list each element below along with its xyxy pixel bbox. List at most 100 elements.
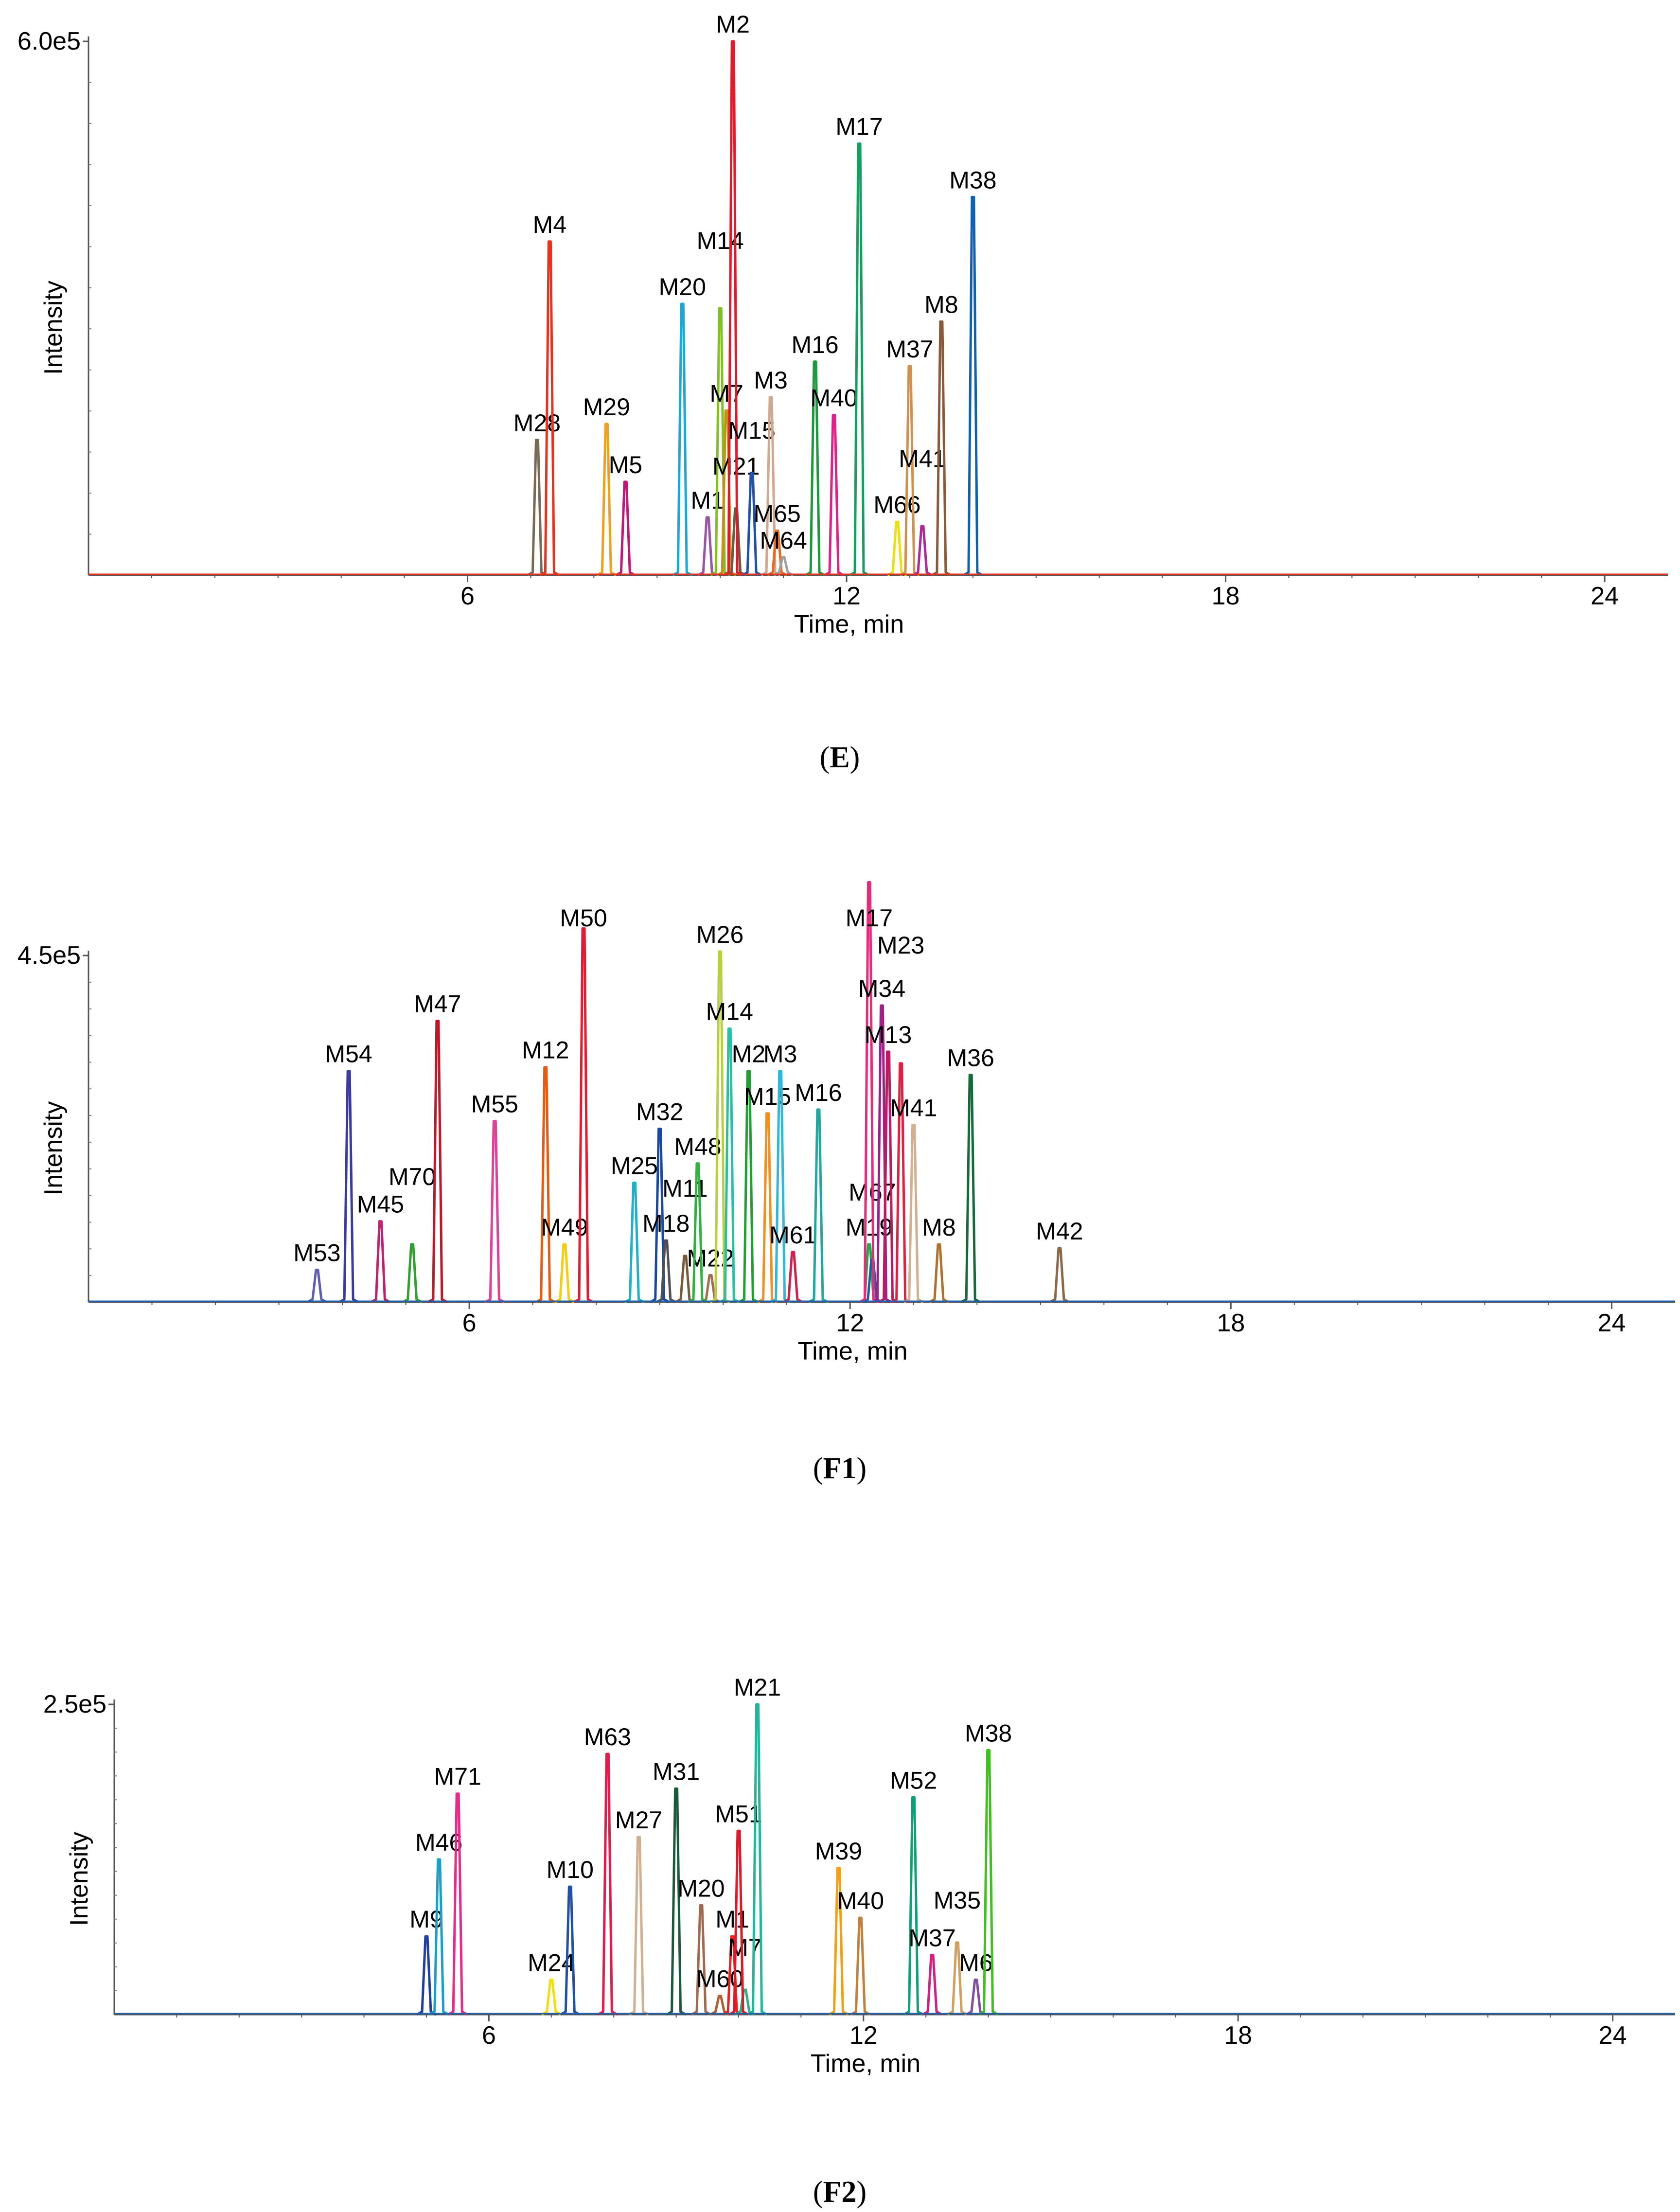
peak-label-m61: M61 [769, 1221, 816, 1249]
peak-m10 [560, 1885, 581, 2016]
panel-caption-f1: (F1) [813, 1452, 867, 1485]
peak-m52 [903, 1796, 924, 2016]
peak-label-m23: M23 [877, 932, 924, 959]
peak-m16 [808, 1108, 829, 1304]
peak-label-m3: M3 [763, 1041, 797, 1068]
peak-label-m20: M20 [659, 273, 706, 301]
peak-label-m48: M48 [674, 1133, 721, 1160]
peak-m54 [338, 1070, 359, 1304]
peak-m5 [615, 480, 636, 577]
peak-m31 [666, 1787, 687, 2016]
peak-label-m11: M11 [662, 1175, 708, 1202]
peak-m8 [931, 320, 952, 577]
y-axis-title: Intensity [39, 1101, 68, 1196]
peak-label-m37: M37 [886, 336, 933, 363]
peak-label-m18: M18 [642, 1210, 690, 1237]
x-axis-title: Time, min [811, 2050, 920, 2078]
peak-label-m9: M9 [409, 1906, 443, 1933]
peak-label-m47: M47 [414, 991, 461, 1018]
peak-m4 [539, 240, 560, 577]
peak-label-m6: M6 [959, 1949, 992, 1977]
peak-label-m17: M17 [846, 904, 893, 932]
peak-m28 [527, 439, 548, 577]
peak-m7 [734, 1988, 755, 2016]
peak-m9 [416, 1935, 437, 2016]
peak-label-m7: M7 [709, 380, 743, 407]
peak-label-m40: M40 [837, 1887, 884, 1914]
peak-m53 [306, 1268, 327, 1304]
peak-label-m16: M16 [791, 331, 838, 358]
peak-m6 [965, 1979, 986, 2016]
peak-label-m12: M12 [522, 1037, 569, 1064]
peak-label-m38: M38 [965, 1719, 1012, 1747]
peak-m14 [719, 1027, 740, 1304]
peak-label-m5: M5 [609, 451, 642, 478]
peak-m21 [747, 1703, 768, 2016]
x-tick-label: 6 [460, 582, 475, 610]
peak-label-m14: M14 [697, 227, 744, 254]
peak-m40 [824, 414, 845, 577]
peak-m39 [828, 1867, 849, 2016]
peak-label-m38: M38 [949, 166, 996, 194]
y-max-label: 4.5e5 [18, 941, 81, 970]
peak-m35 [947, 1941, 968, 2016]
peak-m25 [624, 1181, 645, 1304]
peak-m15 [742, 472, 762, 577]
peak-m70 [402, 1243, 423, 1304]
peak-m66 [886, 520, 907, 577]
x-axis-title: Time, min [794, 610, 904, 638]
x-tick-label: 12 [836, 1309, 864, 1337]
peak-label-m36: M36 [947, 1044, 994, 1072]
peak-m47 [427, 1020, 448, 1304]
peak-label-m14: M14 [706, 998, 753, 1026]
peak-m63 [597, 1752, 618, 2016]
peak-label-m10: M10 [547, 1856, 594, 1883]
peak-m51 [728, 1829, 749, 2016]
peak-label-m45: M45 [357, 1191, 404, 1218]
peak-label-m54: M54 [325, 1041, 372, 1068]
x-tick-label: 12 [832, 582, 861, 610]
peak-m20 [672, 302, 693, 577]
peak-label-m1: M1 [690, 487, 724, 514]
peak-m17 [849, 142, 870, 577]
peak-label-m40: M40 [810, 385, 857, 412]
peak-m48 [687, 1162, 708, 1304]
peak-label-m3: M3 [754, 367, 787, 394]
peak-m2 [738, 1070, 759, 1304]
peak-label-m64: M64 [760, 527, 807, 554]
peak-label-m55: M55 [471, 1091, 518, 1118]
x-tick-label: 6 [482, 2021, 496, 2050]
peak-m40 [850, 1916, 871, 2016]
peak-label-m42: M42 [1036, 1218, 1083, 1245]
peak-m2 [723, 40, 743, 577]
peak-label-m2: M2 [732, 1041, 765, 1068]
peak-m64 [773, 556, 794, 577]
x-tick-label: 18 [1224, 2021, 1252, 2050]
peak-label-m70: M70 [389, 1163, 436, 1190]
peak-m34 [871, 1004, 892, 1304]
peak-m41 [912, 525, 933, 577]
peak-m50 [573, 927, 594, 1304]
peak-label-m1: M1 [715, 1906, 749, 1933]
y-max-label: 2.5e5 [43, 1690, 106, 1718]
peak-label-m2: M2 [716, 11, 749, 38]
peak-m27 [628, 1836, 649, 2016]
peak-label-m29: M29 [583, 393, 630, 421]
peak-m49 [554, 1243, 575, 1304]
peak-label-m16: M16 [795, 1079, 842, 1106]
peak-m42 [1049, 1247, 1070, 1304]
peak-label-m50: M50 [560, 904, 607, 932]
peak-label-m20: M20 [677, 1875, 725, 1902]
peak-m46 [428, 1858, 449, 2016]
peak-m13 [878, 1050, 899, 1304]
y-max-label: 6.0e5 [18, 27, 81, 55]
peak-label-m39: M39 [815, 1838, 862, 1865]
peak-label-m13: M13 [865, 1021, 912, 1048]
peak-label-m71: M71 [434, 1763, 481, 1790]
peak-label-m37: M37 [908, 1925, 955, 1952]
x-tick-label: 24 [1598, 1309, 1626, 1337]
peak-label-m65: M65 [753, 500, 800, 528]
peak-m45 [370, 1220, 391, 1304]
peak-label-m25: M25 [611, 1152, 658, 1179]
peak-label-m63: M63 [584, 1723, 631, 1751]
